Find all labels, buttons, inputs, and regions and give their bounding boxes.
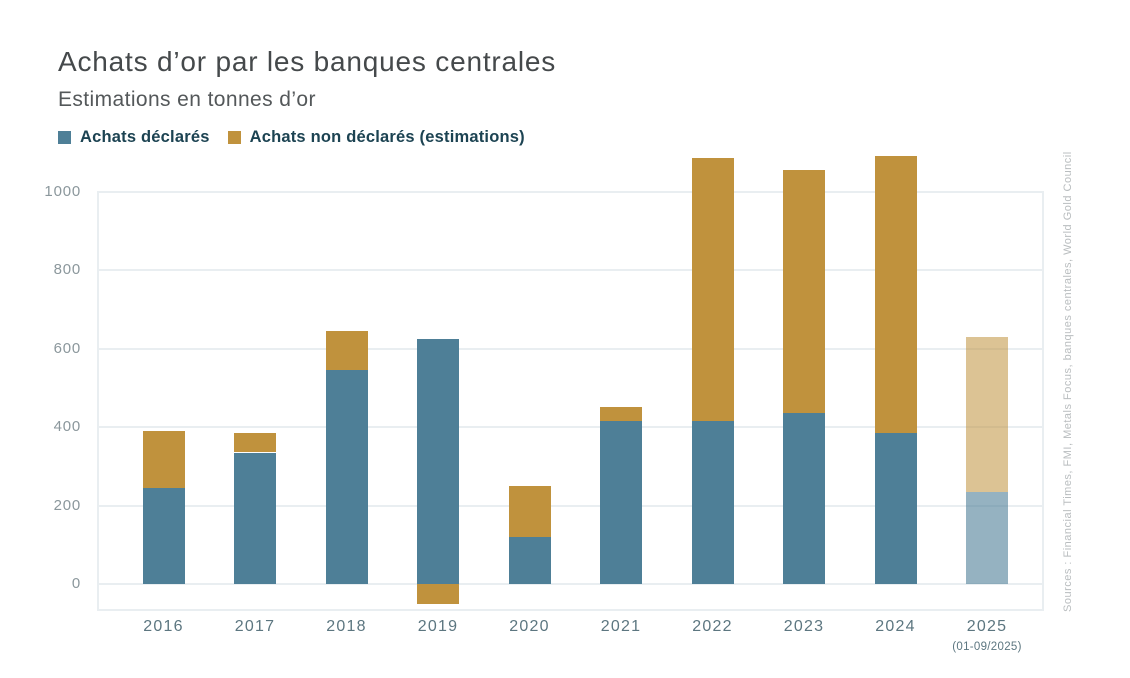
x-axis-year: 2022 (692, 618, 733, 635)
bar-segment-declared-2018 (325, 370, 368, 584)
legend-item-undeclared: Achats non déclarés (estimations) (227, 128, 525, 147)
x-axis-label-2017: 2017 (205, 618, 305, 636)
bar-segment-undeclared-2024 (874, 156, 917, 433)
x-axis-label-2018: 2018 (297, 618, 397, 636)
chart-title: Achats d’or par les banques centrales (58, 46, 557, 77)
x-axis-year: 2020 (509, 618, 550, 635)
chart-legend: Achats déclarés Achats non déclarés (esti… (58, 128, 525, 147)
bar-segment-undeclared-2025 (966, 336, 1008, 492)
x-axis-label-2022: 2022 (663, 618, 763, 636)
chart-subtitle: Estimations en tonnes d’or (58, 88, 316, 111)
bar-segment-undeclared-2018 (325, 330, 368, 371)
bar-segment-undeclared-2023 (783, 169, 825, 414)
gridline-400 (98, 426, 1043, 428)
plot-border-left (97, 191, 99, 610)
x-axis-label-2023: 2023 (754, 618, 854, 636)
gridline-1000 (98, 190, 1043, 193)
plot-border-bottom (97, 609, 1044, 611)
legend-swatch-declared (58, 131, 71, 144)
bar-segment-undeclared-2022 (691, 158, 734, 422)
y-axis-tick-label: 1000 (44, 182, 81, 200)
legend-item-declared: Achats déclarés (58, 128, 210, 147)
x-axis-year: 2019 (417, 618, 459, 635)
bar-segment-undeclared-2017 (234, 432, 276, 453)
y-axis-tick-label: 600 (53, 339, 81, 357)
bar-segment-undeclared-2021 (600, 407, 642, 422)
legend-label: Achats déclarés (80, 128, 210, 146)
x-axis-year: 2017 (234, 618, 276, 635)
x-axis-year: 2016 (143, 618, 184, 635)
x-axis-label-2020: 2020 (480, 618, 580, 636)
bar-segment-undeclared-2019 (417, 584, 459, 604)
bar-segment-declared-2016 (142, 487, 185, 584)
bar-segment-declared-2020 (508, 536, 551, 584)
bar-segment-declared-2022 (691, 421, 734, 584)
bar-segment-declared-2021 (600, 421, 642, 584)
gridline-800 (98, 269, 1043, 271)
x-axis-label-2024: 2024 (846, 618, 946, 636)
gridline-0 (98, 583, 1043, 585)
y-axis-tick-label: 800 (53, 261, 81, 278)
bar-segment-declared-2019 (417, 338, 459, 584)
legend-label: Achats non déclarés (estimations) (249, 128, 525, 146)
bar-segment-declared-2017 (234, 452, 276, 584)
x-axis-year: 2024 (875, 618, 916, 635)
bar-segment-undeclared-2016 (142, 430, 185, 488)
source-note: Sources : Financial Times, FMI, Metals F… (1062, 151, 1074, 612)
y-axis-tick-label: 400 (53, 418, 81, 435)
x-axis-year: 2021 (600, 618, 642, 635)
x-axis-sublabel: (01-09/2025) (952, 641, 1022, 653)
x-axis-label-2021: 2021 (571, 618, 671, 636)
plot-border-right (1042, 191, 1044, 610)
bar-segment-declared-2025 (966, 491, 1008, 584)
x-axis-year: 2023 (783, 618, 825, 635)
y-axis-tick-label: 200 (53, 496, 81, 514)
x-axis-year: 2025 (966, 618, 1008, 635)
legend-swatch-undeclared (227, 131, 241, 144)
x-axis-year: 2018 (326, 618, 367, 635)
bar-segment-undeclared-2020 (508, 485, 551, 537)
x-axis-label-2019: 2019 (388, 618, 488, 636)
bar-segment-declared-2023 (783, 413, 825, 584)
gridline-600 (98, 347, 1043, 350)
gridline-200 (98, 504, 1043, 507)
x-axis-label-2016: 2016 (114, 618, 214, 636)
y-axis-tick-label: 0 (71, 575, 81, 592)
bar-segment-declared-2024 (874, 432, 917, 584)
x-axis-label-2025: 2025 (01-09/2025) (937, 618, 1037, 656)
